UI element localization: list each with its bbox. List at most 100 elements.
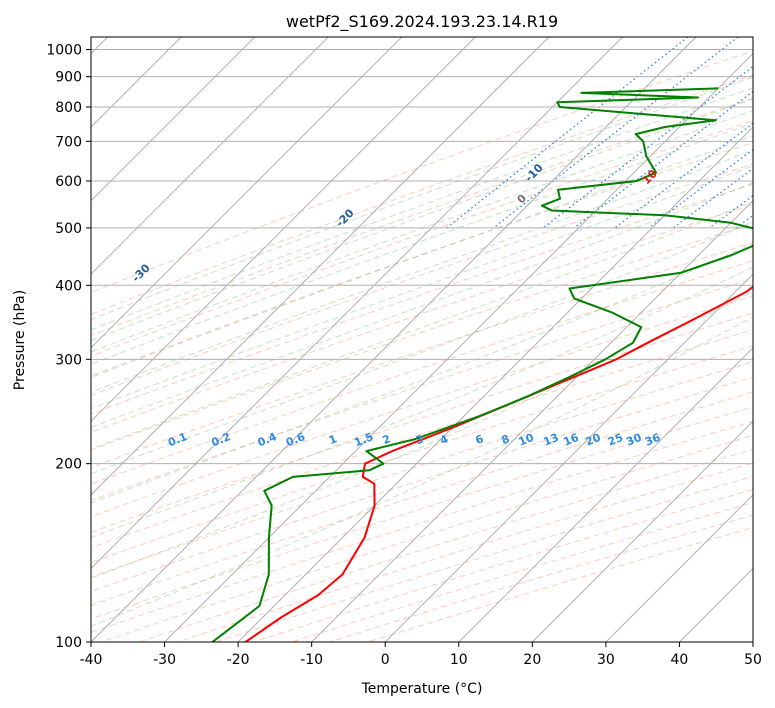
dry-adiabat-line (91, 260, 753, 485)
y-axis-title: Pressure (hPa) (12, 290, 28, 390)
mixing-ratio-line (493, 37, 739, 229)
x-tick-label: 0 (381, 652, 390, 668)
isotherm-line (91, 37, 623, 570)
dry-adiabat-line (291, 501, 753, 642)
dry-adiabat-line (139, 448, 753, 642)
dry-adiabat-line (91, 242, 753, 468)
dry-adiabat-line (91, 329, 753, 549)
plot-frame (90, 36, 754, 643)
isotherm-line (237, 126, 753, 642)
x-tick-label: -30 (153, 652, 176, 668)
mixing-ratio-label: 25 (606, 431, 625, 449)
isotherm-line (311, 199, 753, 642)
x-tick-label: 50 (744, 652, 762, 668)
dry-adiabat-line (91, 345, 753, 563)
dry-adiabat-line (91, 223, 753, 451)
x-tick-label: -40 (80, 652, 103, 668)
isotherm-line (91, 37, 550, 496)
mixing-ratio-label: 1 (327, 432, 339, 447)
dry-adiabat-line (253, 488, 753, 642)
dry-adiabat-line (91, 142, 753, 377)
x-tick-label: -20 (227, 652, 250, 668)
mixing-ratio-label: 0.6 (284, 430, 307, 449)
dry-adiabat-line (91, 183, 753, 415)
mixing-ratio-line (573, 90, 753, 229)
mixing-ratio-label: 20 (584, 431, 603, 449)
background-lines (91, 37, 753, 642)
y-tick-label: 500 (55, 221, 82, 237)
mixing-ratio-label: 3 (414, 432, 426, 447)
moist-adiabat-line (91, 291, 753, 579)
moist-adiabat-line (91, 165, 753, 410)
y-tick-label: 800 (55, 100, 82, 116)
mixing-ratio-line (648, 148, 753, 229)
y-tick-label: 300 (55, 352, 82, 368)
dry-adiabat-line (91, 120, 753, 357)
moist-adiabat-line (91, 221, 753, 475)
isotherm-line (91, 37, 403, 349)
moist-adiabat-line (91, 266, 753, 539)
mixing-ratio-label: 4 (438, 432, 450, 447)
dry-adiabat-line (91, 278, 753, 502)
dry-adiabat-line (91, 295, 753, 518)
dry-adiabat-label: 10 (640, 167, 660, 187)
mixing-ratio-label: 13 (541, 431, 560, 449)
y-tick-label: 900 (55, 70, 82, 86)
y-tick-label: 700 (55, 134, 82, 150)
mixing-ratio-label: 10 (517, 431, 536, 449)
isotherm-line (164, 52, 753, 642)
y-tick-label: 600 (55, 174, 82, 190)
y-tick-label: 1000 (46, 43, 82, 59)
isotherm-line (679, 567, 753, 642)
dry-adiabat-label: 0 (515, 192, 530, 207)
mixing-ratio-label: 0.2 (210, 430, 233, 449)
axes: -40 -30 -20 -10 0 10 20 30 40 5010020030040050060… (46, 43, 762, 668)
moist-adiabat-line (91, 200, 753, 450)
mixing-ratio-line (446, 37, 689, 229)
x-tick-label: 10 (450, 652, 468, 668)
moist-adiabat-line (91, 149, 753, 393)
moist-adiabat-line (91, 243, 753, 504)
dry-adiabat-label: -20 (333, 206, 356, 229)
dry-adiabat-line (367, 526, 753, 642)
x-axis-title: Temperature (°C) (361, 681, 483, 697)
isotherm-line (91, 37, 256, 202)
mixing-ratio-line (672, 167, 753, 229)
dry-adiabat-line (101, 434, 753, 642)
x-tick-label: -10 (300, 652, 323, 668)
moist-adiabat-line (91, 76, 753, 321)
dry-adiabat-line (91, 361, 753, 578)
dewpoint-line (211, 87, 753, 642)
dry-adiabat-line (177, 462, 753, 642)
isotherm-line (91, 37, 329, 275)
mixing-ratio-label: 0.4 (256, 430, 279, 449)
dry-adiabat-line (91, 203, 753, 433)
dry-adiabat-line (329, 514, 753, 642)
dry-adiabat-label: -30 (130, 261, 153, 284)
isotherm-line (384, 273, 753, 642)
x-tick-label: 30 (597, 652, 615, 668)
dry-adiabat-line (91, 163, 753, 396)
mixing-ratio-label: 16 (562, 431, 581, 449)
temperature-line (244, 285, 753, 642)
isotherm-line (531, 420, 753, 642)
mixing-ratio-label: 1.5 (352, 430, 375, 449)
isotherm-line (91, 37, 476, 423)
moist-adiabat-line (91, 87, 753, 331)
mixing-ratio-label: 8 (500, 432, 512, 447)
isotherm-line (91, 37, 697, 642)
dry-adiabat-line (215, 475, 753, 642)
chart-title: wetPf2_S169.2024.193.23.14.R19 (286, 12, 558, 32)
dry-adiabat-line (91, 420, 753, 633)
y-tick-label: 400 (55, 278, 82, 294)
x-tick-label: 40 (671, 652, 689, 668)
profile-traces (211, 87, 753, 642)
y-tick-label: 100 (55, 635, 82, 651)
grid (91, 37, 753, 642)
x-tick-label: 20 (523, 652, 541, 668)
moist-adiabat-line (91, 182, 753, 428)
isotherm-line (458, 347, 753, 642)
mixing-ratio-label: 2 (381, 432, 393, 447)
dry-adiabat-line (91, 50, 753, 293)
